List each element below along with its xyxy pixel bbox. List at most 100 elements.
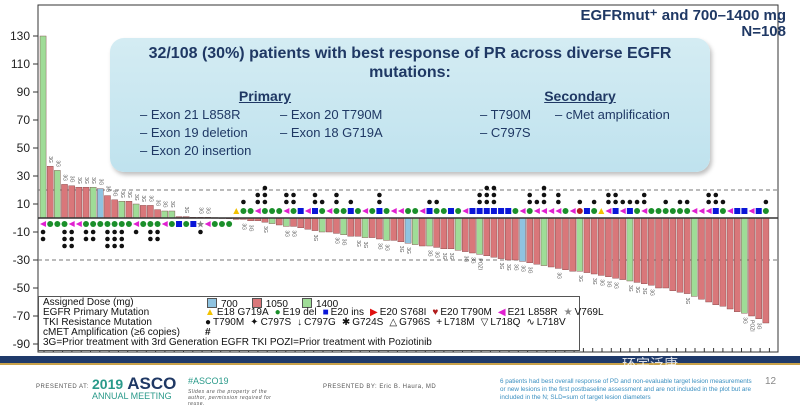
presented-at: PRESENTED AT: — [36, 384, 89, 390]
primary-mutation-marker — [455, 208, 462, 214]
resistance-marker — [556, 199, 561, 205]
resistance-marker — [477, 192, 482, 198]
bar — [669, 217, 677, 292]
primary-mutation-marker — [196, 220, 204, 228]
resistance-symbol-icon: ∿ — [526, 317, 535, 328]
resistance-marker — [112, 243, 117, 249]
resistance-marker — [484, 185, 490, 191]
prior-treatment-label: 3G — [262, 226, 268, 233]
resistance-marker — [334, 199, 339, 205]
legend-resistance-item: ✱ G724S — [342, 317, 384, 328]
bar — [741, 217, 748, 314]
bar — [762, 217, 770, 324]
bar — [734, 217, 741, 313]
resistance-marker — [541, 199, 547, 205]
primary-mutation-marker — [626, 208, 633, 214]
primary-mutation-marker — [61, 221, 68, 227]
prior-treatment-label: 3G — [291, 230, 297, 237]
prior-treatment-label: 3G — [248, 225, 254, 232]
summary-callout: 32/108 (30%) patients with best response… — [110, 38, 710, 172]
y-tick-label: -50 — [13, 281, 31, 295]
prior-treatment-label: 3G — [505, 264, 511, 271]
prior-treatment-label: 3G — [240, 223, 246, 230]
bar — [555, 217, 562, 269]
resistance-marker — [119, 243, 125, 249]
primary-title: Primary — [238, 88, 292, 104]
resistance-marker — [69, 229, 74, 235]
resistance-label: C797S — [260, 317, 292, 328]
chart-legend: Assigned Dose (mg) EGFR Primary Mutation… — [38, 296, 604, 351]
bar — [590, 217, 598, 275]
resistance-marker — [541, 192, 547, 198]
y-tick-label: -10 — [13, 225, 31, 239]
resistance-marker — [155, 236, 160, 242]
prior-treatment-label: 3G — [62, 174, 68, 181]
prior-treatment-label: 3G — [527, 267, 533, 274]
bar — [61, 184, 68, 219]
resistance-symbol-icon: △ — [389, 317, 398, 328]
bar — [397, 217, 405, 242]
resistance-marker — [713, 199, 719, 205]
primary-mutation-marker — [90, 221, 97, 227]
legend-resistance-item: ▽ L718Q — [481, 317, 521, 328]
primary-mutation-marker — [669, 208, 676, 214]
bar — [333, 217, 340, 234]
resistance-marker — [262, 192, 268, 198]
legend-primary-item: ★ V769L — [564, 307, 604, 318]
prior-treatment-label: 3G — [362, 242, 368, 249]
legend-primary-item: ▶ E20 S768I — [370, 307, 426, 318]
bar — [719, 217, 727, 307]
mutation-label: E19 del — [282, 307, 317, 318]
footer-band — [0, 356, 800, 365]
prior-treatment-label: 3G — [83, 177, 89, 184]
legend-resistance-label: TKI Resistance Mutation — [43, 317, 152, 328]
resistance-marker — [348, 199, 354, 205]
bar — [633, 217, 641, 283]
resistance-marker — [591, 199, 597, 205]
prior-treatment-label: 3G — [283, 230, 289, 237]
resistance-label: L718M — [444, 317, 475, 328]
primary-mutation-marker — [641, 208, 648, 214]
mutation-symbol-icon: ● — [274, 307, 281, 318]
resistance-marker — [262, 185, 268, 191]
resistance-marker — [40, 236, 46, 242]
primary-mutation-marker — [419, 208, 426, 214]
primary-mutation-marker — [226, 221, 233, 227]
resistance-marker — [763, 199, 769, 205]
primary-mutation-marker — [40, 221, 47, 227]
primary-mutation-marker — [154, 221, 161, 227]
primary-mutation-marker — [598, 208, 605, 214]
logo-sub: ANNUAL MEETING — [92, 391, 172, 401]
callout-item: – cMet amplification — [555, 107, 670, 122]
resistance-marker — [556, 192, 561, 198]
bar — [147, 205, 154, 219]
resistance-marker — [291, 192, 296, 198]
primary-mutation-marker — [727, 208, 734, 214]
resistance-marker — [148, 236, 153, 242]
bar — [75, 186, 83, 219]
primary-mutation-marker — [505, 208, 512, 214]
primary-mutation-marker — [233, 208, 240, 214]
dose-label: 700 — [221, 299, 238, 310]
resistance-symbol-icon: ● — [205, 317, 212, 328]
resistance-marker — [119, 229, 125, 235]
resistance-marker — [319, 199, 325, 205]
primary-mutation-marker — [533, 208, 540, 214]
primary-mutation-marker — [340, 208, 347, 214]
primary-mutation-marker — [247, 208, 254, 214]
bar — [504, 217, 512, 261]
resistance-marker — [105, 243, 110, 249]
mutation-label: V769L — [574, 307, 604, 318]
plot-frame — [37, 4, 779, 353]
primary-mutation-marker — [619, 208, 626, 214]
bar — [676, 217, 684, 293]
bar — [361, 217, 369, 238]
primary-mutation-marker — [755, 208, 762, 214]
dose-swatch — [251, 298, 262, 308]
prior-treatment-label: 3G — [591, 278, 597, 285]
primary-mutation-marker — [677, 208, 684, 214]
primary-mutation-marker — [333, 208, 340, 214]
primary-mutation-marker — [383, 208, 390, 214]
resistance-marker — [577, 199, 583, 205]
